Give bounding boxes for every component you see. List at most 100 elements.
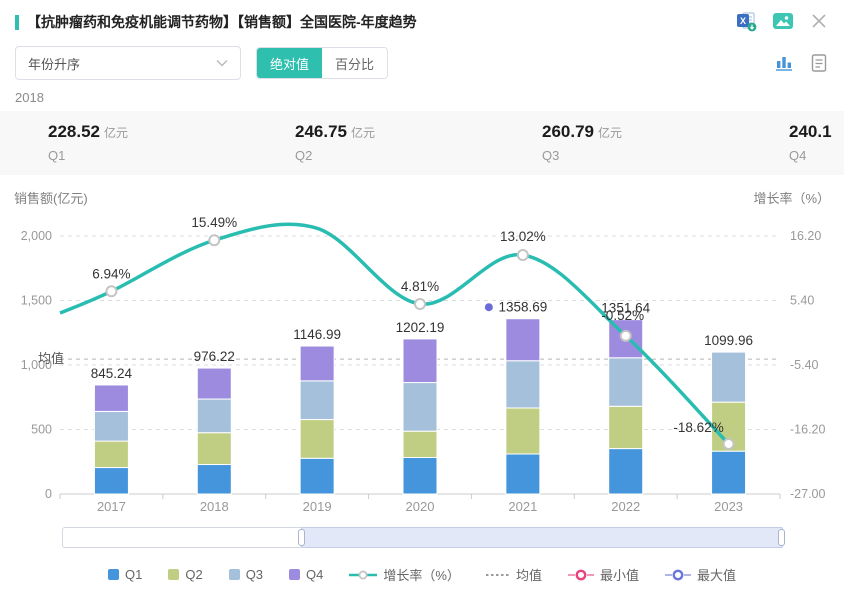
x-axis-label: 2018	[200, 499, 229, 514]
summary-card-q3: 260.79 亿元 Q3	[542, 122, 789, 175]
growth-point-label: 13.02%	[500, 229, 546, 244]
growth-point-label: 4.81%	[401, 279, 439, 294]
legend-ring-icon	[664, 569, 691, 580]
right-axis-title: 增长率（%）	[753, 191, 830, 206]
right-tick-label: 16.20	[790, 229, 821, 243]
summary-year: 2018	[15, 90, 44, 105]
card-unit: 亿元	[598, 126, 623, 140]
page-title: 【抗肿瘤药和免疫机能调节药物】【销售额】全国医院-年度趋势	[27, 14, 417, 30]
bar-segment-q1	[711, 450, 747, 495]
legend-square-icon	[228, 569, 240, 580]
left-tick-label: 1,500	[21, 294, 52, 308]
bar-segment-q4	[402, 338, 438, 384]
header-icons: X	[736, 10, 830, 32]
legend-item-q3[interactable]: Q3	[228, 567, 264, 582]
bar-total-label: 1202.19	[396, 320, 445, 335]
header: 【抗肿瘤药和免疫机能调节药物】【销售额】全国医院-年度趋势	[15, 12, 417, 32]
bar-segment-q3	[299, 380, 335, 421]
legend-label: Q3	[245, 567, 264, 582]
growth-point-label: 15.49%	[191, 215, 237, 230]
bar-segment-q3	[196, 398, 232, 434]
card-value: 228.52	[48, 122, 100, 141]
right-tick-label: -16.20	[790, 423, 825, 437]
legend-square-icon	[289, 569, 301, 580]
summary-card-q4: 240.1 Q4	[789, 122, 844, 175]
bar-chart-view-icon[interactable]	[773, 52, 795, 74]
bar-segment-q3	[711, 351, 747, 403]
growth-point-marker	[722, 437, 735, 450]
bar-segment-q2	[608, 405, 644, 450]
mean-line-label: 均值	[38, 351, 64, 366]
growth-point-marker	[516, 248, 529, 261]
right-tick-label: -27.00	[790, 487, 825, 501]
bar-total-label: 845.24	[91, 366, 133, 381]
card-label: Q3	[542, 148, 560, 163]
svg-text:X: X	[740, 16, 746, 26]
legend-square-icon	[168, 569, 180, 580]
trend-chart: 销售额(亿元) 增长率（%） 2,000 16.20 1,500 5.40 1,000 -5.…	[0, 185, 844, 515]
growth-point-marker	[414, 298, 426, 311]
datazoom-left-handle[interactable]	[298, 529, 305, 546]
chart-legend: Q1 Q2 Q3 Q4 增长率（%） 均值 最小值 最大值	[0, 565, 844, 584]
growth-point-label: -0.52%	[601, 308, 644, 323]
legend-item-q2[interactable]: Q2	[168, 567, 203, 582]
left-tick-label: 1,000	[21, 358, 52, 372]
chevron-down-icon	[216, 59, 228, 67]
datazoom-slider-track[interactable]	[62, 527, 785, 548]
legend-label: 增长率（%）	[383, 568, 460, 583]
x-axis-label: 2019	[303, 499, 332, 514]
card-label: Q2	[295, 148, 313, 163]
bar-segment-q2	[505, 407, 541, 455]
left-axis-title: 销售额(亿元)	[14, 191, 88, 206]
view-switch-icons	[773, 52, 830, 74]
bar-segment-q2	[93, 440, 129, 469]
sort-order-select[interactable]: 年份升序	[15, 46, 241, 80]
x-axis-label: 2017	[97, 499, 126, 514]
card-value: 240.1	[789, 122, 832, 141]
legend-label: 最大值	[696, 568, 736, 583]
bar-segment-q2	[299, 419, 335, 459]
excel-export-icon[interactable]: X	[736, 10, 758, 32]
bar-segment-q3	[93, 410, 129, 442]
legend-item-均值[interactable]: 均值	[485, 565, 542, 584]
left-tick-label: 2,000	[21, 229, 52, 243]
absolute-value-button[interactable]: 绝对值	[257, 48, 323, 78]
growth-point-label: -18.62%	[673, 420, 723, 435]
bar-segment-q3	[402, 382, 438, 432]
bar-segment-q1	[196, 464, 232, 495]
sort-order-value: 年份升序	[28, 56, 81, 72]
summary-card-q2: 246.75 亿元 Q2	[295, 122, 542, 175]
card-value: 246.75	[295, 122, 347, 141]
legend-label: Q4	[306, 567, 324, 582]
x-axis-label: 2020	[406, 499, 435, 514]
bar-segment-q3	[505, 360, 541, 409]
right-tick-label: -5.40	[790, 358, 819, 372]
bar-segment-q1	[93, 467, 129, 495]
bar-total-label: 1358.69	[498, 300, 547, 315]
legend-label: Q2	[185, 567, 203, 582]
legend-ring-icon	[567, 569, 594, 580]
title-accent-bar	[15, 14, 19, 30]
legend-item-q4[interactable]: Q4	[289, 567, 323, 582]
max-value-marker	[484, 303, 493, 312]
bar-segment-q4	[505, 318, 541, 362]
datazoom-selected-range[interactable]	[298, 527, 785, 548]
bar-segment-q1	[505, 453, 541, 495]
percentage-button[interactable]: 百分比	[322, 48, 388, 78]
bar-segment-q4	[93, 384, 129, 412]
x-axis-label: 2022	[611, 499, 640, 514]
bar-total-label: 976.22	[194, 349, 235, 364]
close-icon[interactable]	[808, 10, 830, 32]
bar-segment-q4	[196, 367, 232, 400]
datazoom-right-handle[interactable]	[778, 529, 785, 546]
image-export-icon[interactable]	[772, 10, 794, 32]
bar-total-label: 1146.99	[293, 327, 341, 342]
legend-item-最小值[interactable]: 最小值	[567, 565, 639, 584]
legend-item-q1[interactable]: Q1	[108, 567, 142, 582]
legend-item-增长率[interactable]: 增长率（%）	[349, 565, 460, 584]
value-mode-toggle: 绝对值 百分比	[256, 47, 389, 79]
legend-item-最大值[interactable]: 最大值	[664, 565, 736, 584]
quarter-summary-strip: 228.52 亿元 Q1 246.75 亿元 Q2 260.79 亿元 Q3 240.1 Q4	[0, 111, 844, 175]
table-view-icon[interactable]	[808, 52, 830, 74]
